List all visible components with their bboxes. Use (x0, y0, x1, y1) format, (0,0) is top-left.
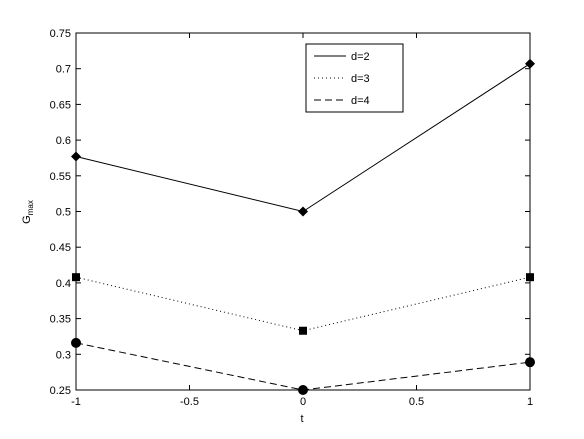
marker (526, 273, 534, 282)
y-axis-label-main: G (21, 215, 33, 224)
marker (298, 385, 308, 395)
marker (72, 273, 80, 282)
y-tick-label: 0.75 (50, 28, 71, 40)
y-tick-label: 0.6 (56, 135, 71, 147)
legend-label: d=4 (351, 95, 370, 107)
y-tick-label: 0.65 (50, 99, 71, 111)
marker (525, 58, 535, 69)
y-tick-label: 0.3 (56, 349, 71, 361)
y-tick-label: 0.55 (50, 171, 71, 183)
y-tick-label: 0.35 (50, 314, 71, 326)
x-axis-label: t (300, 413, 303, 425)
marker (71, 151, 81, 162)
x-tick-label: -1 (71, 396, 81, 408)
x-tick-label: 0.5 (409, 396, 424, 408)
x-tick-label: 1 (527, 396, 533, 408)
series-line (75, 276, 531, 332)
y-tick-label: 0.7 (56, 64, 71, 76)
marker (298, 206, 308, 217)
y-axis-label: Gmax (21, 200, 35, 224)
legend-label: d=3 (351, 73, 370, 85)
y-tick-label: 0.25 (50, 385, 71, 397)
y-axis-label-sub: max (26, 200, 35, 215)
marker (299, 326, 307, 335)
x-tick-label: -0.5 (180, 396, 199, 408)
marker (71, 337, 81, 348)
y-tick-label: 0.4 (56, 278, 71, 290)
marker (525, 357, 535, 368)
y-tick-label: 0.45 (50, 242, 71, 254)
y-tick-label: 0.5 (56, 207, 71, 219)
legend-label: d=2 (351, 51, 370, 63)
x-tick-label: 0 (300, 396, 306, 408)
